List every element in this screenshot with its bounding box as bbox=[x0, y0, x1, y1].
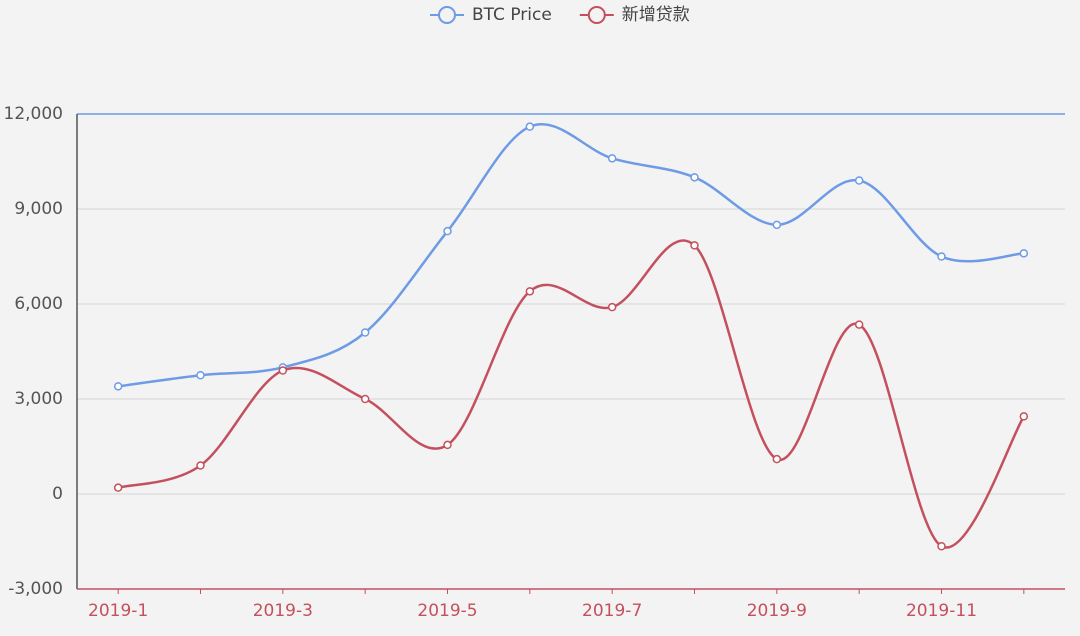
point bbox=[1019, 249, 1029, 258]
point bbox=[854, 320, 864, 329]
point bbox=[525, 122, 535, 131]
point bbox=[690, 241, 699, 250]
point bbox=[854, 176, 864, 185]
x-tick-label: 2019-7 bbox=[582, 601, 642, 621]
point bbox=[690, 173, 699, 182]
legend-icon bbox=[438, 6, 456, 24]
point bbox=[1019, 412, 1029, 421]
point bbox=[443, 440, 452, 450]
legend-icon bbox=[587, 6, 606, 24]
point bbox=[278, 366, 288, 375]
y-tick-label: 0 bbox=[52, 484, 63, 504]
point bbox=[937, 542, 946, 551]
point bbox=[772, 220, 782, 230]
y-tick-label: 9,000 bbox=[14, 199, 63, 219]
point bbox=[360, 394, 370, 404]
point bbox=[196, 461, 205, 470]
x-tick-label: 2019-3 bbox=[253, 601, 313, 621]
point bbox=[937, 252, 946, 261]
point bbox=[443, 226, 452, 236]
legend-label[interactable]: BTC Price bbox=[472, 5, 552, 25]
series-line bbox=[118, 123, 1024, 388]
point bbox=[196, 371, 205, 380]
point bbox=[607, 302, 617, 312]
legend-label[interactable]: 新增贷款 bbox=[622, 5, 690, 25]
point bbox=[113, 382, 123, 391]
point bbox=[772, 454, 782, 464]
point bbox=[607, 154, 617, 163]
x-tick-label: 2019-9 bbox=[747, 601, 807, 621]
y-tick-label: -3,000 bbox=[8, 579, 63, 599]
point bbox=[360, 328, 370, 337]
x-tick-label: 2019-11 bbox=[906, 601, 977, 621]
series-line bbox=[117, 239, 1025, 549]
x-tick-label: 2019-1 bbox=[88, 601, 148, 621]
y-tick-label: 6,000 bbox=[14, 294, 63, 314]
y-tick-label: 3,000 bbox=[14, 389, 63, 409]
point bbox=[113, 483, 123, 492]
point bbox=[525, 287, 535, 296]
y-tick-label: 12,000 bbox=[4, 104, 63, 124]
x-tick-label: 2019-5 bbox=[417, 601, 477, 621]
